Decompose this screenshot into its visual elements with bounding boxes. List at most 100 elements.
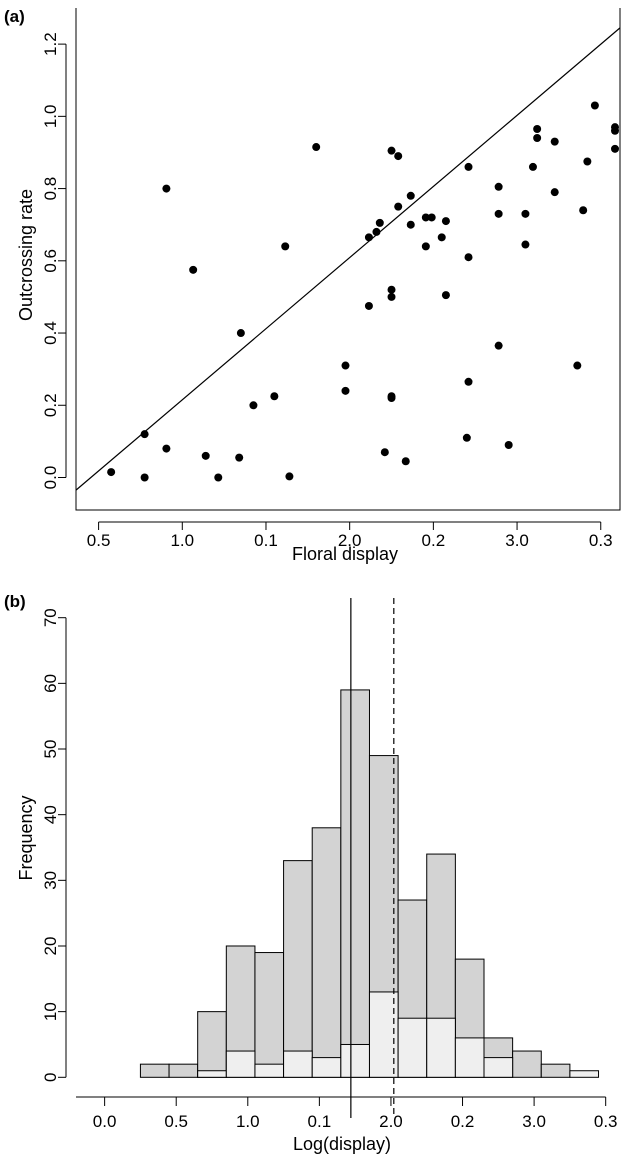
data-point (550, 188, 559, 197)
data-point (406, 220, 415, 229)
data-point (550, 137, 559, 146)
panel-b-x-tick-label: 0.1 (308, 1112, 332, 1131)
panel-a-axes: 0.5 1.0 0.1 2.0 0.2 3.0 0.3 0.0 0.2 0.4 0.6 0.8 1.0 1… (41, 8, 621, 550)
panel-a-x-tick-label: 3.0 (505, 531, 529, 550)
data-point (441, 217, 450, 226)
panel-b-x-axis-title: Log(display) (293, 1134, 391, 1154)
histogram-bar-total (311, 827, 342, 1078)
panel-a-y-tick-label: 1.2 (41, 32, 60, 56)
panel-b-y-tick-label: 70 (41, 608, 60, 627)
panel-a-x-tick-label: 0.5 (87, 531, 111, 550)
histogram-bar-total (139, 1063, 170, 1078)
histogram-bar-subset (197, 1070, 227, 1078)
data-point (285, 472, 294, 481)
histogram-bar-total (283, 860, 313, 1078)
panel-b-reference-lines (350, 598, 395, 1118)
data-point (504, 440, 513, 449)
histogram-bar-total (254, 952, 285, 1078)
panel-a-x-axis-title: Floral display (292, 544, 398, 564)
data-point (464, 162, 473, 171)
data-point (441, 291, 450, 300)
data-point (533, 124, 542, 133)
data-point (533, 134, 542, 143)
data-point (406, 191, 415, 200)
panel-b-label: (b) (4, 592, 26, 611)
histogram-bar-subset (569, 1070, 600, 1078)
data-point (107, 468, 116, 477)
panel-b-y-tick-label: 10 (41, 1002, 60, 1021)
data-point (427, 213, 436, 222)
histogram-bar-subset (483, 1057, 514, 1078)
data-point (162, 184, 171, 193)
data-point (375, 218, 384, 227)
panel-a-y-tick-label: 0.8 (41, 177, 60, 201)
panel-a-scatter: (a) Outcrossing rate Floral display 0.5 1… (4, 7, 621, 564)
data-point (140, 430, 149, 439)
panel-b-y-axis-title: Frequency (16, 795, 36, 880)
panel-b-y-tick-label: 30 (41, 871, 60, 890)
panel-a-x-tick-label: 0.1 (254, 531, 278, 550)
panel-a-x-tick-label: 1.0 (170, 531, 194, 550)
panel-b-bars (139, 689, 600, 1078)
data-point (281, 242, 290, 251)
panel-a-x-tick-label: 0.2 (422, 531, 446, 550)
data-point (214, 473, 223, 482)
histogram-bar-subset (283, 1050, 313, 1078)
panel-b-x-tick-label: 3.0 (522, 1112, 546, 1131)
data-point (140, 473, 149, 482)
panel-a-y-axis-title: Outcrossing rate (16, 189, 36, 321)
panel-b-y-tick-label: 50 (41, 740, 60, 759)
data-point (437, 233, 446, 242)
panel-a-points (107, 101, 619, 482)
data-point (590, 101, 599, 110)
panel-a-y-tick-label: 0.4 (41, 321, 60, 345)
panel-a-y-tick-label: 0.0 (41, 466, 60, 490)
data-point (249, 401, 258, 410)
histogram-bar-total (197, 1011, 227, 1078)
histogram-bar-total (540, 1063, 571, 1078)
panel-b-y-tick-label: 40 (41, 805, 60, 824)
panel-a-y-tick-label: 0.6 (41, 249, 60, 273)
panel-b-histogram: (b) Frequency Log(display) 0.0 0.5 1.0 0.1 2… (4, 592, 618, 1154)
data-point (462, 433, 471, 442)
panel-a-x-tick-label: 0.3 (589, 531, 613, 550)
data-point (494, 209, 503, 218)
data-point (521, 209, 530, 218)
histogram-bar-subset (454, 1037, 485, 1078)
histogram-bar-subset (254, 1063, 285, 1078)
data-point (201, 451, 210, 460)
histogram-bar-subset (426, 1017, 456, 1078)
panel-b-x-tick-label: 0.0 (93, 1112, 117, 1131)
histogram-bar-total (340, 689, 370, 1078)
data-point (528, 162, 537, 171)
data-point (583, 157, 592, 166)
data-point (364, 301, 373, 310)
histogram-bar-subset (397, 1017, 428, 1078)
panel-b-y-tick-label: 20 (41, 937, 60, 956)
data-point (579, 206, 588, 215)
panel-b-x-tick-label: 0.3 (594, 1112, 618, 1131)
panel-a-x-tick-label: 2.0 (338, 531, 362, 550)
panel-b-x-tick-label: 1.0 (236, 1112, 260, 1131)
data-point (387, 146, 396, 155)
data-point (162, 444, 171, 453)
panel-a-y-tick-label: 1.0 (41, 105, 60, 129)
histogram-bar-subset (368, 991, 399, 1078)
data-point (341, 361, 350, 370)
data-point (394, 202, 403, 211)
data-point (312, 143, 321, 152)
histogram-bar-subset (311, 1057, 342, 1078)
histogram-bar-total (168, 1063, 199, 1078)
panel-a-y-tick-label: 0.2 (41, 393, 60, 417)
data-point (341, 386, 350, 395)
data-point (236, 329, 245, 338)
data-point (611, 123, 619, 132)
histogram-bar-subset (225, 1050, 256, 1078)
data-point (387, 285, 396, 294)
panel-a-frame (75, 8, 621, 511)
data-point (401, 457, 410, 466)
data-point (421, 242, 430, 251)
panel-b-y-tick-label: 0 (41, 1073, 60, 1082)
regression-line (75, 27, 621, 491)
